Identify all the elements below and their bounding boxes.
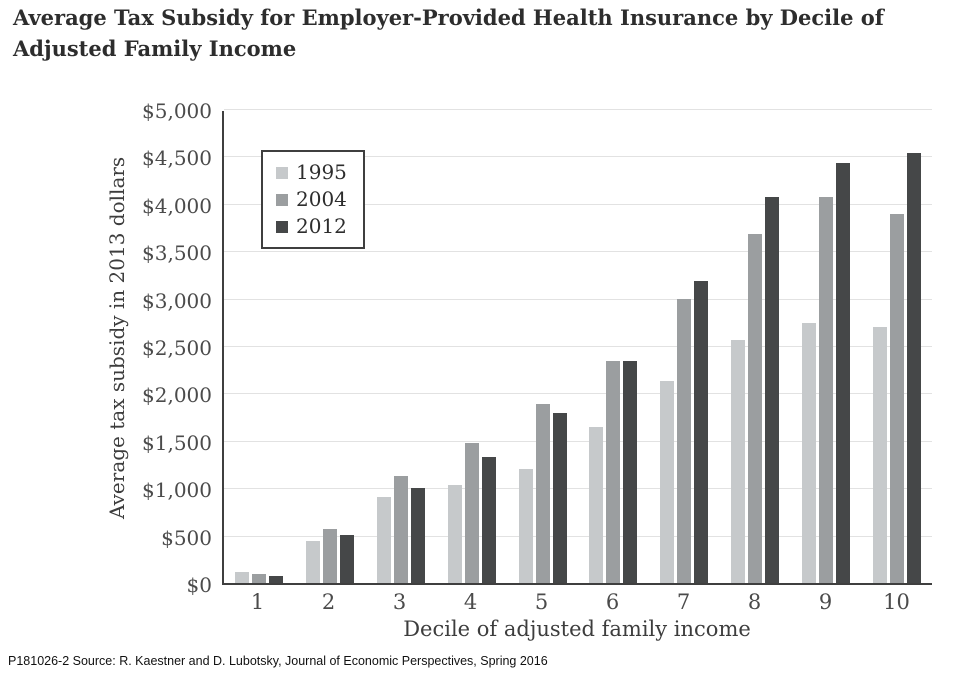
chart-title-line-2: Adjusted Family Income [13,36,297,61]
gridline-5000 [224,109,932,110]
x-tick-label-2: 2 [321,590,336,614]
gridline-2500 [224,346,932,347]
x-tick-label-4: 4 [463,590,478,614]
y-tick-label-1500: $1,500 [142,430,212,455]
bar-2012-decile-9 [835,162,850,583]
legend-label-2004: 2004 [296,187,347,211]
gridline-500 [224,535,932,537]
legend-swatch-2004 [276,193,288,206]
y-tick-label-4500: $4,500 [142,146,212,171]
bar-group-decile-6 [578,111,649,583]
bar-group-decile-8 [720,111,791,583]
x-tick-label-6: 6 [605,590,620,614]
x-tick-label-5: 5 [534,590,549,614]
x-tick-label-7: 7 [676,590,691,614]
bar-group-decile-2 [295,111,366,583]
plot-area: 1995 2004 2012 [222,109,932,585]
bar-2004-decile-8 [747,233,762,583]
bar-1995-decile-9 [801,323,816,583]
bar-2004-decile-4 [464,443,479,583]
y-tick-label-2500: $2,500 [142,336,212,360]
bar-2012-decile-4 [481,457,496,583]
bar-2004-decile-1 [252,573,267,583]
bar-group-decile-10 [861,111,932,583]
y-tick-label-1000: $1,000 [142,478,212,503]
legend-item-2012: 2012 [276,216,347,237]
y-axis-tick-labels: $0 $500 $1,000 $1,500 $2,000 $2,500 $3,000 $3,5… [0,99,212,597]
y-tick-label-3500: $3,500 [142,241,212,266]
gridline-3500 [224,251,932,253]
bar-2004-decile-10 [889,213,904,583]
bar-2012-decile-3 [410,487,425,583]
legend-item-2004: 2004 [276,189,347,210]
legend-item-1995: 1995 [276,162,347,183]
bar-2012-decile-6 [623,361,638,583]
bar-1995-decile-5 [518,468,533,583]
bar-1995-decile-6 [589,427,604,583]
gridline-2000 [224,393,932,395]
legend-label-1995: 1995 [296,160,347,184]
source-note: P181026-2 Source: R. Kaestner and D. Lub… [8,654,548,668]
bar-1995-decile-7 [660,380,675,583]
x-tick-label-8: 8 [747,590,762,614]
legend-label-2012: 2012 [296,214,347,238]
legend-swatch-2012 [276,220,288,233]
bar-group-decile-1 [224,111,295,583]
legend: 1995 2004 2012 [261,150,365,249]
bar-2004-decile-6 [606,361,621,583]
x-tick-label-3: 3 [392,590,407,614]
y-tick-label-0: $0 [186,573,212,597]
bar-1995-decile-3 [376,497,391,583]
gridline-3000 [224,298,932,300]
bar-2004-decile-9 [818,196,833,583]
bar-group-decile-7 [649,111,720,583]
bar-2004-decile-7 [677,298,692,583]
gridline-1500 [224,440,932,442]
x-tick-label-9: 9 [818,590,833,614]
y-tick-label-2000: $2,000 [142,383,212,408]
bar-1995-decile-2 [306,540,321,583]
bar-2004-decile-5 [535,403,550,583]
bar-2012-decile-5 [552,413,567,583]
bar-2012-decile-2 [340,534,355,583]
y-tick-label-5000: $5,000 [142,99,212,123]
bar-1995-decile-8 [730,340,745,583]
x-axis-tick-labels: 1 2 3 4 5 6 7 8 9 10 [222,590,932,614]
gridline-4000 [224,203,932,205]
bar-2004-decile-2 [323,528,338,583]
bar-2012-decile-1 [269,576,284,583]
chart-title: Average Tax Subsidy for Employer-Provide… [13,2,963,64]
bar-2004-decile-3 [393,476,408,583]
chart-title-line-1: Average Tax Subsidy for Employer-Provide… [13,5,884,30]
bar-groups [224,111,932,583]
bar-1995-decile-1 [235,571,250,583]
bar-2012-decile-8 [764,196,779,583]
bar-2012-decile-7 [694,280,709,583]
bar-group-decile-3 [366,111,437,583]
x-tick-label-10: 10 [883,590,910,614]
bar-2012-decile-10 [906,152,921,583]
bar-group-decile-4 [436,111,507,583]
x-tick-label-1: 1 [250,590,265,614]
legend-swatch-1995 [276,166,288,179]
y-tick-label-4000: $4,000 [142,193,212,218]
y-tick-label-500: $500 [161,525,212,550]
bar-1995-decile-4 [447,484,462,583]
bar-group-decile-9 [790,111,861,583]
gridline-1000 [224,488,932,490]
bar-group-decile-5 [507,111,578,583]
bar-1995-decile-10 [872,327,887,583]
gridline-4500 [224,156,932,158]
y-tick-label-3000: $3,000 [142,288,212,313]
x-axis-title: Decile of adjusted family income [403,617,751,641]
